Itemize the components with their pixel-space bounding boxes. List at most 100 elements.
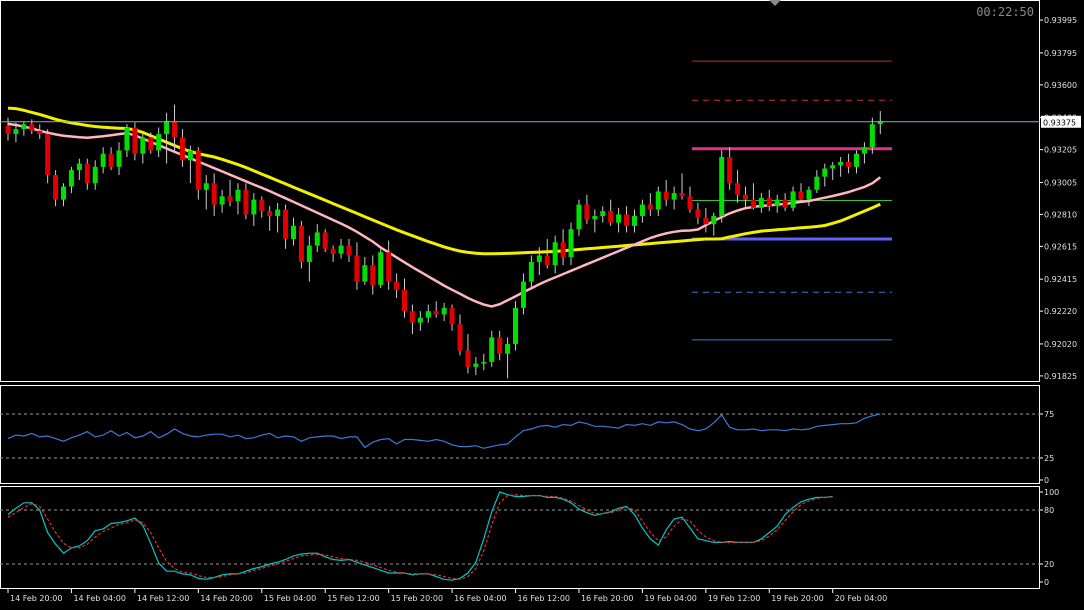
candle-bull xyxy=(164,120,170,135)
candle-bear xyxy=(687,196,693,210)
candle-bear xyxy=(679,193,685,197)
candle-bull xyxy=(187,150,193,161)
candle-bear xyxy=(402,289,407,312)
price-tick-label: 0.93995 xyxy=(1044,16,1077,25)
candle-bull xyxy=(513,307,519,344)
candle-bull xyxy=(655,191,661,210)
price-scale: 0.939950.937950.936000.934000.932050.930… xyxy=(1040,16,1077,587)
candle-bear xyxy=(433,311,439,315)
candle-bull xyxy=(481,361,487,364)
candle-bull xyxy=(338,245,344,254)
candle-bull xyxy=(520,281,526,308)
candle-bear xyxy=(608,211,614,223)
candle-bear xyxy=(846,161,852,167)
candle-bear xyxy=(727,157,733,184)
candle-bull xyxy=(711,216,717,225)
candle-bear xyxy=(370,265,376,285)
rsi-indicator xyxy=(0,413,1040,459)
rsi-tick-label: 0 xyxy=(1044,476,1049,485)
candle-bull xyxy=(536,255,542,262)
time-tick-label: 14 Feb 20:00 xyxy=(200,594,252,603)
candlesticks xyxy=(5,104,883,379)
moving-averages xyxy=(7,106,882,308)
price-panel-frame xyxy=(0,0,1040,382)
price-tick-label: 0.93005 xyxy=(1044,178,1077,187)
price-tick-label: 0.93795 xyxy=(1044,49,1077,58)
candle-bear xyxy=(584,204,590,220)
stochastic-panel-frame xyxy=(0,486,1040,589)
candle-bear xyxy=(703,217,709,225)
price-tick-label: 0.92020 xyxy=(1044,340,1077,349)
candle-bull xyxy=(219,196,225,205)
current-price-tag xyxy=(1041,115,1081,128)
stochastic-indicator xyxy=(0,491,1040,581)
candle-bear xyxy=(624,214,630,226)
candle-bear xyxy=(298,225,304,262)
candle-bear xyxy=(544,255,550,266)
stoch-main-line xyxy=(7,491,833,581)
time-tick-label: 16 Feb 12:00 xyxy=(518,594,570,603)
chart-shift-marker[interactable] xyxy=(769,0,781,6)
candle-bear xyxy=(132,127,138,154)
candle-bull xyxy=(21,124,27,130)
stoch-tick-label: 20 xyxy=(1044,560,1054,569)
time-tick-label: 19 Feb 04:00 xyxy=(644,594,696,603)
price-tick-label: 0.93205 xyxy=(1044,146,1077,155)
candle-bull xyxy=(290,225,296,239)
candle-bear xyxy=(243,189,249,215)
candle-bull xyxy=(124,127,130,151)
time-tick-label: 14 Feb 12:00 xyxy=(137,594,189,603)
candle-bull xyxy=(314,232,320,246)
candle-bear xyxy=(211,183,217,205)
candle-bear xyxy=(330,248,336,254)
candle-bull xyxy=(417,317,423,323)
stoch-tick-label: 80 xyxy=(1044,506,1054,515)
candle-bear xyxy=(354,255,360,282)
candle-bull xyxy=(156,134,162,151)
ma-slow-line xyxy=(7,106,881,256)
candle-bear xyxy=(465,350,471,367)
bar-timer: 00:22:50 xyxy=(976,5,1034,19)
candle-bull xyxy=(473,363,479,367)
stoch-signal-line xyxy=(7,494,833,580)
candle-bull xyxy=(306,245,312,262)
candle-bear xyxy=(322,232,328,249)
candle-bear xyxy=(172,120,178,138)
price-tick-label: 0.92220 xyxy=(1044,307,1077,316)
candle-bull xyxy=(758,198,764,208)
candle-bear xyxy=(346,245,352,256)
price-tick-label: 0.91825 xyxy=(1044,372,1077,381)
candle-bear xyxy=(409,311,415,323)
candle-bear xyxy=(742,194,748,200)
candle-bear xyxy=(227,196,233,202)
rsi-panel-frame xyxy=(0,385,1040,484)
candle-bull xyxy=(92,166,98,184)
candle-bear xyxy=(497,337,503,354)
candle-bull xyxy=(13,129,19,135)
candle-bear xyxy=(5,125,11,135)
candle-bull xyxy=(116,150,122,167)
current-price-label: 0.93375 xyxy=(1043,118,1076,127)
candle-bull xyxy=(140,137,146,154)
candle-bull xyxy=(275,209,281,217)
candle-bull xyxy=(877,120,883,125)
candle-bull xyxy=(822,168,828,177)
candle-bull xyxy=(505,343,511,354)
candle-bull xyxy=(631,216,637,226)
price-tick-label: 0.92810 xyxy=(1044,210,1077,219)
candle-bull xyxy=(425,311,431,318)
candle-bull xyxy=(869,124,875,148)
candle-bear xyxy=(647,204,653,210)
candle-bear xyxy=(449,307,455,325)
time-tick-label: 20 Feb 04:00 xyxy=(835,594,887,603)
candle-bear xyxy=(750,199,756,208)
candle-bear xyxy=(782,199,788,208)
rsi-tick-label: 25 xyxy=(1044,454,1054,463)
candle-bear xyxy=(148,137,154,151)
candle-bull xyxy=(639,204,645,217)
time-tick-label: 14 Feb 20:00 xyxy=(10,594,62,603)
candle-bull xyxy=(854,153,860,167)
candle-bear xyxy=(663,191,669,200)
candle-bear xyxy=(695,209,701,218)
